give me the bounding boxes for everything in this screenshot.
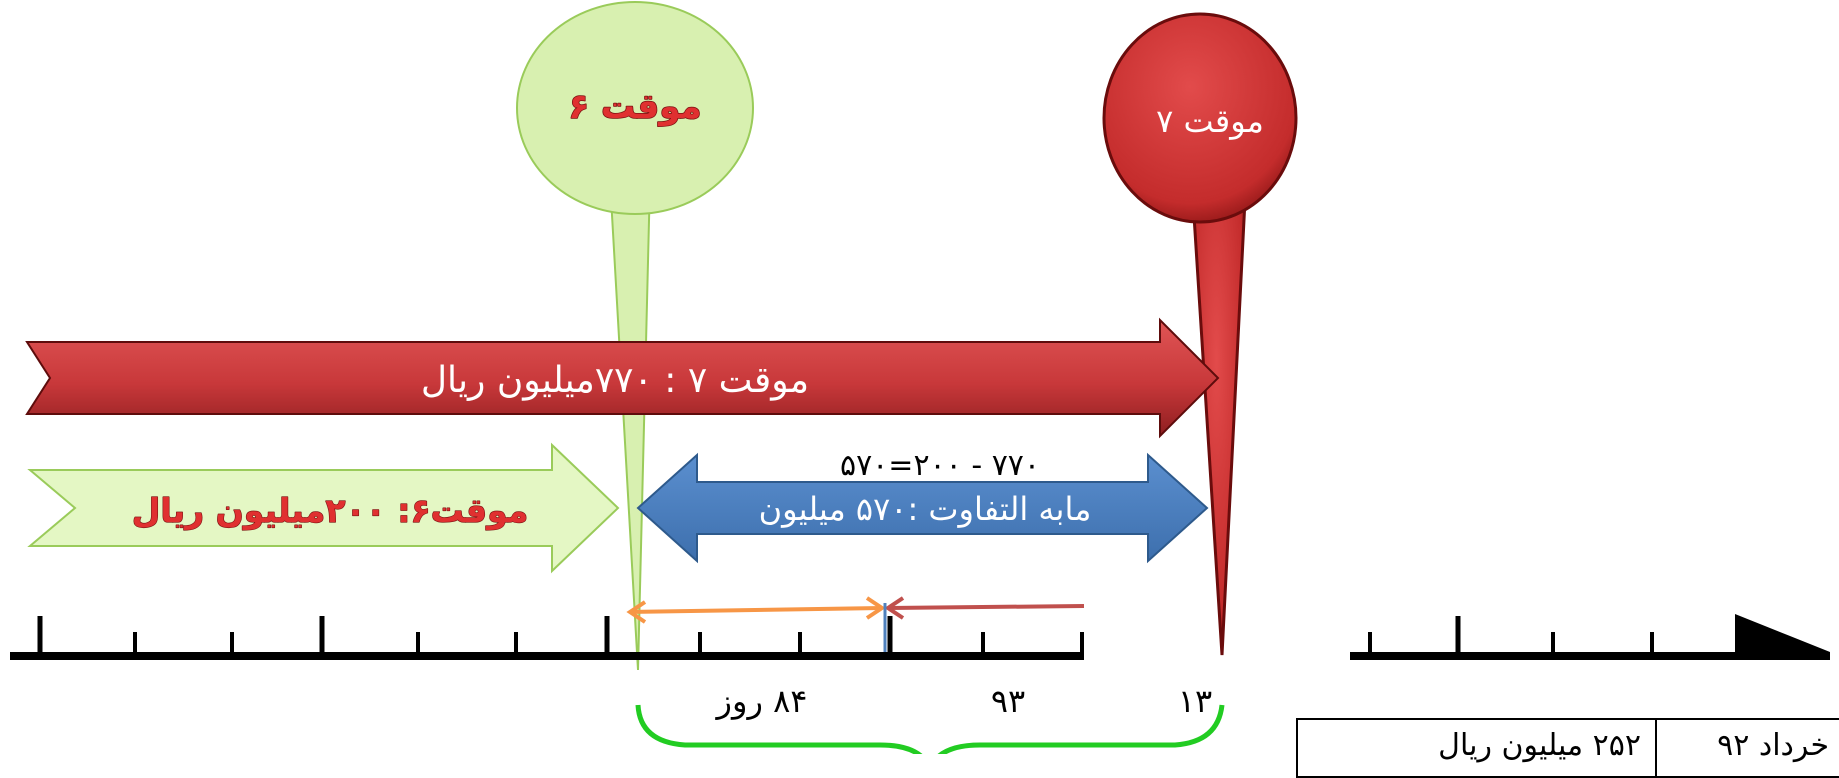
table-date-text: خرداد ۹۲ <box>1717 728 1829 763</box>
label-93: ۹۳ <box>991 682 1025 720</box>
pin-6-head <box>516 1 754 215</box>
green-arrow-label: موقت۶: ۲۰۰میلیون ریال <box>132 491 529 531</box>
payment-timeline-diagram: موقت ۶ موقت ۷ موقت ۷ : ۷۷۰میلیون ریال مو… <box>10 1 1830 754</box>
red-arrow-label: موقت ۷ : ۷۷۰میلیون ریال <box>421 360 809 401</box>
green-arrow: موقت۶: ۲۰۰میلیون ریال <box>27 442 620 574</box>
label-13: ۱۳ <box>1178 682 1212 720</box>
label-84-days: ۸۴ روز <box>715 682 808 720</box>
pin-temp-7: موقت ۷ <box>1102 12 1298 656</box>
red-left-arrow <box>884 596 1085 620</box>
pin-6-label: موقت ۶ <box>568 87 701 127</box>
timeline-axis-right <box>1350 614 1830 660</box>
difference-equation: ۷۷۰ - ۲۰۰=۵۷۰ <box>840 448 1040 483</box>
red-arrow: موقت ۷ : ۷۷۰میلیون ریال <box>25 317 1220 439</box>
green-brace <box>635 704 1225 754</box>
pin-7-head <box>1102 12 1298 224</box>
axis-end-arrowhead <box>1735 614 1830 660</box>
blue-double-arrow: مابه التفاوت :۵۷۰ میلیون <box>636 452 1209 564</box>
blue-arrow-label: مابه التفاوت :۵۷۰ میلیون <box>759 490 1092 528</box>
table-cell-amount: ۲۵۲ میلیون ریال <box>1296 718 1657 778</box>
table-amount-text: ۲۵۲ میلیون ریال <box>1438 728 1641 763</box>
orange-double-arrow <box>626 596 886 624</box>
pin-temp-6: موقت ۶ <box>516 1 754 671</box>
pin-7-label: موقت ۷ <box>1156 102 1264 140</box>
timeline-axis-left <box>10 616 1084 660</box>
table-cell-date: خرداد ۹۲ <box>1655 718 1839 778</box>
pin-6-needle <box>608 179 652 671</box>
